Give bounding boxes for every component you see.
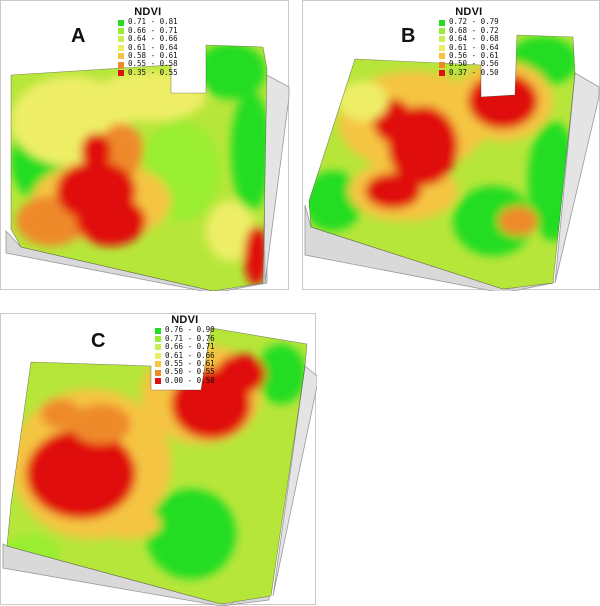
legend-swatch (155, 369, 161, 376)
legend-range: 0.64 - 0.68 (449, 34, 499, 44)
legend-swatch (155, 336, 161, 343)
ndvi-zones-a (11, 45, 267, 286)
legend-swatch (118, 53, 124, 60)
legend-range: 0.66 - 0.71 (165, 342, 215, 352)
legend-title-b: NDVI (455, 6, 483, 18)
legend-item: 0.61 - 0.66 (155, 350, 215, 360)
legend-item: 0.68 - 0.72 (439, 25, 499, 35)
legend-range: 0.61 - 0.66 (165, 350, 215, 360)
legend-range: 0.76 - 0.90 (165, 325, 215, 335)
panel-label-a: A (71, 25, 86, 47)
legend-item: 0.37 - 0.50 (439, 67, 499, 77)
legend-range: 0.71 - 0.76 (165, 333, 215, 343)
legend-item: 0.64 - 0.68 (439, 34, 499, 44)
legend-range: 0.71 - 0.81 (128, 17, 178, 27)
panel-a: A NDVI 0.71 - 0.81 0.66 - 0.71 0.64 - 0.… (0, 0, 290, 291)
legend-a: NDVI 0.71 - 0.81 0.66 - 0.71 0.64 - 0.66… (118, 6, 178, 77)
field-side-right-a (262, 72, 290, 284)
legend-range: 0.37 - 0.50 (449, 67, 499, 77)
legend-item: 0.72 - 0.79 (439, 17, 499, 27)
legend-swatch (155, 352, 161, 359)
legend-range: 0.35 - 0.55 (128, 67, 178, 77)
legend-swatch (439, 28, 445, 35)
legend-range: 0.58 - 0.61 (128, 51, 178, 61)
legend-swatch (118, 70, 124, 77)
panel-label-c: C (91, 330, 106, 352)
legend-swatch (118, 36, 124, 43)
field-side-right-b (554, 72, 600, 284)
legend-range: 0.50 - 0.55 (165, 367, 215, 377)
legend-swatch (118, 19, 124, 26)
legend-title-c: NDVI (171, 314, 199, 326)
legend-swatch (439, 61, 445, 68)
legend-swatch (439, 36, 445, 43)
legend-item: 0.71 - 0.81 (118, 17, 178, 27)
legend-swatch (118, 61, 124, 68)
panel-b: B NDVI 0.72 - 0.79 0.68 - 0.72 0.64 - 0.… (302, 0, 600, 291)
legend-item: 0.61 - 0.64 (118, 42, 178, 52)
legend-item: 0.76 - 0.90 (155, 325, 215, 335)
legend-item: 0.50 - 0.55 (155, 368, 215, 376)
legend-range: 0.00 - 0.50 (165, 375, 215, 385)
panel-c: C NDVI 0.76 - 0.90 0.71 - 0.76 0.66 - 0.… (0, 313, 317, 606)
ndvi-map-c (2, 327, 317, 606)
legend-range: 0.64 - 0.66 (128, 34, 178, 44)
legend-swatch (439, 19, 445, 26)
legend-range: 0.55 - 0.58 (128, 59, 178, 69)
ndvi-map-a (5, 44, 290, 291)
legend-range: 0.50 - 0.56 (449, 59, 499, 69)
legend-range: 0.61 - 0.64 (449, 42, 499, 52)
legend-item: 0.55 - 0.58 (118, 60, 178, 68)
ndvi-zones-b (309, 36, 575, 256)
legend-item: 0.50 - 0.56 (439, 60, 499, 68)
field-side-right-c (272, 365, 317, 597)
legend-title-a: NDVI (134, 6, 162, 18)
legend-b: NDVI 0.72 - 0.79 0.68 - 0.72 0.64 - 0.68… (439, 6, 499, 77)
legend-range: 0.56 - 0.61 (449, 51, 499, 61)
legend-range: 0.61 - 0.64 (128, 42, 178, 52)
legend-item: 0.61 - 0.64 (439, 42, 499, 52)
legend-swatch (439, 44, 445, 51)
legend-item: 0.66 - 0.71 (118, 25, 178, 35)
legend-range: 0.72 - 0.79 (449, 17, 499, 27)
legend-item: 0.58 - 0.61 (118, 51, 178, 61)
legend-swatch (118, 44, 124, 51)
legend-swatch (155, 361, 161, 368)
legend-item: 0.64 - 0.66 (118, 34, 178, 44)
legend-item: 0.55 - 0.61 (155, 359, 215, 369)
legend-item: 0.56 - 0.61 (439, 51, 499, 61)
panel-label-b: B (401, 25, 416, 47)
legend-item: 0.66 - 0.71 (155, 342, 215, 352)
legend-item: 0.00 - 0.50 (155, 375, 215, 385)
legend-swatch (155, 344, 161, 351)
legend-swatch (155, 327, 161, 334)
legend-swatch (155, 378, 161, 385)
legend-c: NDVI 0.76 - 0.90 0.71 - 0.76 0.66 - 0.71… (155, 314, 215, 385)
legend-swatch (439, 53, 445, 60)
legend-range: 0.66 - 0.71 (128, 25, 178, 35)
legend-item: 0.71 - 0.76 (155, 333, 215, 343)
legend-range: 0.68 - 0.72 (449, 25, 499, 35)
legend-swatch (118, 28, 124, 35)
legend-item: 0.35 - 0.55 (118, 67, 178, 77)
legend-swatch (439, 70, 445, 77)
legend-range: 0.55 - 0.61 (165, 359, 215, 369)
ndvi-map-b (304, 34, 600, 291)
